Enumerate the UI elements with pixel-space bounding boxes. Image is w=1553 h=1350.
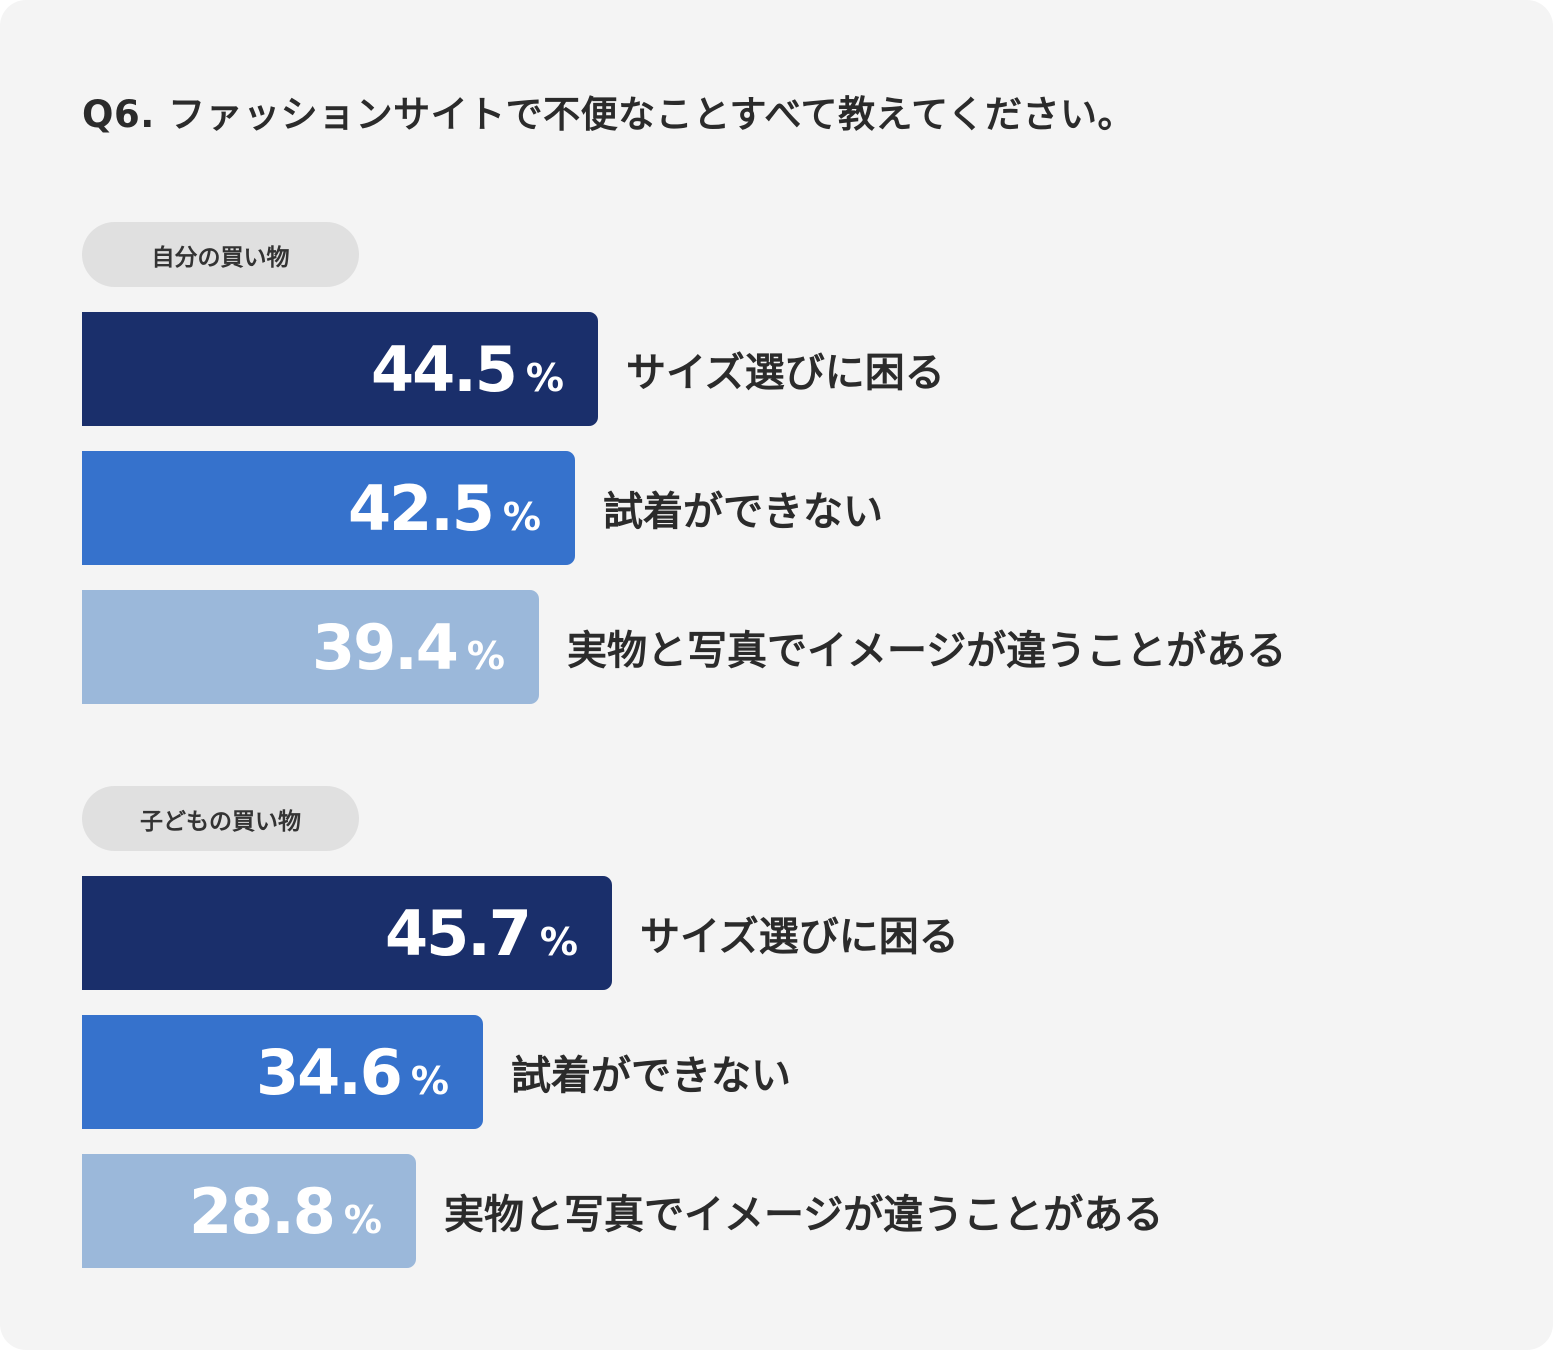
bar-category-label: サイズ選びに困る bbox=[626, 350, 945, 396]
bar-value-unit: % bbox=[466, 634, 505, 678]
bar: 34.6% bbox=[82, 1015, 483, 1129]
bar: 44.5% bbox=[82, 312, 598, 426]
bar-value-number: 34.6 bbox=[255, 1035, 403, 1109]
group-label-pill: 子どもの買い物 bbox=[82, 786, 359, 851]
bar-category-label: 実物と写真でイメージが違うことがある bbox=[567, 628, 1287, 674]
bar-value-label: 34.6% bbox=[256, 1015, 449, 1129]
group-child-shopping: 子どもの買い物 45.7% サイズ選びに困る 34.6% 試着ができない 28.8% 実物… bbox=[82, 786, 1482, 1271]
bar-category-label: 試着ができない bbox=[603, 489, 883, 535]
bar-value-unit: % bbox=[410, 1059, 449, 1103]
bar-value-label: 45.7% bbox=[385, 876, 578, 990]
bar-category-label: サイズ選びに困る bbox=[640, 914, 959, 960]
bar-value-label: 28.8% bbox=[189, 1154, 382, 1268]
bar-value-label: 44.5% bbox=[371, 312, 564, 426]
bar-value-number: 39.4 bbox=[311, 610, 459, 684]
bar: 28.8% bbox=[82, 1154, 416, 1268]
group-label-pill: 自分の買い物 bbox=[82, 222, 359, 287]
bar: 45.7% bbox=[82, 876, 612, 990]
bar-value-number: 45.7 bbox=[384, 896, 532, 970]
bar: 42.5% bbox=[82, 451, 575, 565]
bar-value-unit: % bbox=[539, 920, 578, 964]
question-title: Q6. ファッションサイトで不便なことすべて教えてください。 bbox=[82, 93, 1135, 136]
bar-value-label: 42.5% bbox=[348, 451, 541, 565]
group-own-shopping: 自分の買い物 44.5% サイズ選びに困る 42.5% 試着ができない 39.4% 実物と… bbox=[82, 222, 1482, 707]
bar: 39.4% bbox=[82, 590, 539, 704]
bar-value-number: 42.5 bbox=[347, 471, 495, 545]
bar-value-unit: % bbox=[525, 356, 564, 400]
bar-value-number: 44.5 bbox=[370, 332, 518, 406]
bar-value-number: 28.8 bbox=[188, 1174, 336, 1248]
bar-category-label: 試着ができない bbox=[511, 1053, 791, 1099]
bar-value-unit: % bbox=[502, 495, 541, 539]
bar-value-unit: % bbox=[343, 1198, 382, 1242]
bar-category-label: 実物と写真でイメージが違うことがある bbox=[444, 1192, 1164, 1238]
bar-value-label: 39.4% bbox=[312, 590, 505, 704]
